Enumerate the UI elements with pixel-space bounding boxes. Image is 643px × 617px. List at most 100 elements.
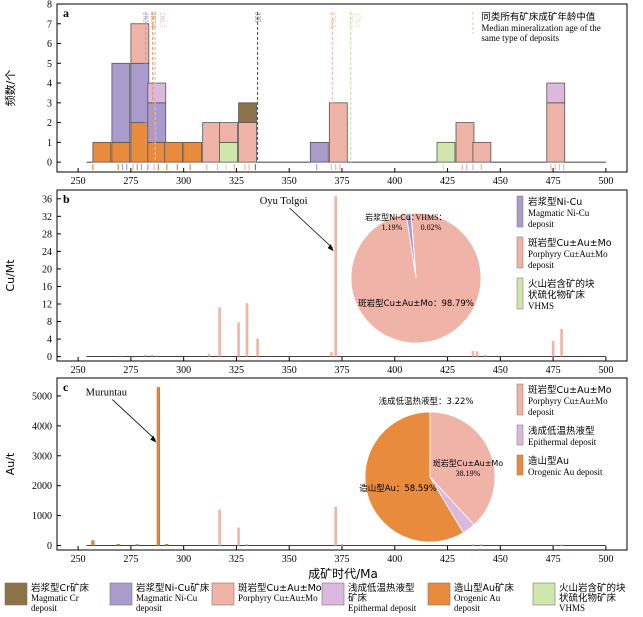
- y-tick-label: 4: [47, 79, 52, 90]
- y-tick-label: 16: [42, 282, 52, 293]
- tonnage-bar-porphyry: [334, 196, 337, 357]
- pie-label: 造山型Au：58.59%: [359, 483, 437, 494]
- y-tick-label: 2000: [32, 481, 52, 492]
- legend-text: Porphyry Cu±Au±Mo: [528, 249, 608, 259]
- tonnage-bar-magmatic_nicu: [119, 355, 122, 357]
- y-axis-label: Au/t: [4, 452, 17, 475]
- legend-text: 火山岩含矿的块: [528, 278, 595, 290]
- x-tick-label: 450: [493, 365, 508, 376]
- median-legend-en: Median mineralization age of the: [481, 23, 600, 33]
- x-tick-label: 375: [335, 554, 350, 565]
- pie-label: VHMS：: [415, 213, 446, 222]
- histogram-bar-porphyry: [219, 122, 238, 143]
- x-tick-label: 250: [71, 176, 86, 187]
- legend-text: 状硫化物矿床: [528, 289, 586, 301]
- x-tick-label: 450: [493, 554, 508, 565]
- legend-swatch-epithermal: [516, 424, 524, 446]
- median-label: 282: [142, 12, 150, 23]
- annotation-arrowhead: [327, 244, 334, 252]
- x-tick-label: 475: [546, 176, 561, 187]
- y-tick-label: 36: [42, 194, 52, 205]
- x-tick-label: 325: [229, 554, 244, 565]
- y-tick-label: 28: [42, 229, 52, 240]
- y-tick-label: 1000: [32, 511, 52, 522]
- y-tick-label: 8: [47, 317, 52, 328]
- tonnage-bar-porphyry: [560, 328, 563, 357]
- tonnage-bar-porphyry: [480, 544, 483, 546]
- tonnage-bar-porphyry: [551, 340, 555, 357]
- y-tick-label: 24: [42, 247, 52, 258]
- y-tick-label: 1: [47, 138, 52, 149]
- y-tick-label: 32: [42, 212, 52, 223]
- bottom-legend-text: 浅成低温热液型: [348, 582, 415, 594]
- x-tick-label: 500: [598, 554, 613, 565]
- tonnage-bar-porphyry: [207, 353, 211, 357]
- x-tick-label: 425: [440, 365, 455, 376]
- tonnage-bar-porphyry: [471, 350, 475, 357]
- pie-label: 0.02%: [421, 223, 442, 232]
- histogram-bar-orogenic: [111, 141, 131, 163]
- legend-swatch-magmatic_nicu: [516, 195, 524, 228]
- annotation-arrowhead: [150, 435, 157, 443]
- pie-label: 斑岩型Cu±Au±Mo: [433, 458, 504, 468]
- x-tick-label: 400: [387, 365, 402, 376]
- histogram-bar-epithermal: [546, 82, 566, 104]
- bottom-legend-text: Porphyry Cu±Au±Mo: [238, 593, 318, 603]
- histogram-bar-magmatic_nicu: [111, 62, 131, 143]
- median-legend-en: same type of deposits: [481, 33, 559, 43]
- bottom-legend-text: 斑岩型Cu±Au±Mo矿床: [238, 582, 341, 594]
- x-tick-label: 450: [493, 176, 508, 187]
- median-label: 370.4: [328, 12, 336, 28]
- histogram-bar-porphyry: [455, 122, 475, 163]
- legend-swatch-orogenic: [516, 454, 524, 476]
- panel-c: c 0 1000 2000 3000 4000 5000 250 275 300 325 350 375…: [4, 377, 628, 565]
- y-tick-label: 3000: [32, 451, 52, 462]
- annotation-arrow: [112, 399, 156, 440]
- pie-label: 1.19%: [382, 223, 403, 232]
- legend-swatch-vhms: [516, 277, 524, 310]
- pie-label: 斑岩型Cu±Au±Mo：98.79%: [358, 298, 474, 309]
- bottom-legend-swatch-porphyry: [211, 582, 235, 606]
- x-tick-label: 400: [387, 176, 402, 187]
- annotation-arrow: [289, 207, 333, 249]
- x-tick-label: 400: [387, 554, 402, 565]
- x-tick-label: 250: [71, 554, 86, 565]
- tonnage-bar-porphyry: [330, 352, 333, 357]
- median-legend-zh: 同类所有矿床成矿年龄中值: [481, 11, 596, 23]
- x-tick-label: 275: [123, 554, 138, 565]
- bottom-legend-text: deposit: [136, 603, 162, 613]
- x-tick-label: 425: [440, 176, 455, 187]
- histogram-bar-porphyry: [328, 102, 348, 163]
- y-tick-label: 5: [47, 59, 52, 70]
- tonnage-bar-magmatic_nicu: [154, 355, 158, 357]
- pie-slice-vhms: [410, 212, 417, 279]
- legend-text: Orogenic Au deposit: [528, 467, 603, 477]
- legend-text: Epithermal deposit: [528, 437, 597, 447]
- x-tick-label: 500: [598, 176, 613, 187]
- x-tick-label: 425: [440, 554, 455, 565]
- histogram-bar-porphyry: [130, 23, 150, 64]
- tonnage-bar-porphyry: [218, 509, 221, 546]
- legend-text: deposit: [528, 219, 554, 229]
- x-tick-label: 350: [282, 176, 297, 187]
- bottom-legend-swatch-magmatic_nicu: [109, 582, 133, 606]
- x-tick-label: 350: [282, 554, 297, 565]
- histogram-bar-magmatic_cr: [238, 102, 257, 123]
- tonnage-bar-porphyry: [256, 338, 259, 357]
- bottom-legend-text: Epithermal deposit: [348, 603, 417, 613]
- tonnage-bar-porphyry: [218, 307, 221, 357]
- tonnage-bar-porphyry: [245, 303, 249, 357]
- bottom-legend-text: 状硫化物矿床: [559, 592, 617, 604]
- tonnage-bar-orogenic: [91, 540, 95, 546]
- histogram-bar-magmatic_nicu: [309, 141, 329, 163]
- y-tick-label: 0: [47, 352, 52, 363]
- bottom-legend-text: Magmatic Ni-Cu: [136, 593, 198, 603]
- legend-text: 浅成低温热液型: [528, 425, 595, 437]
- median-label: 286.5: [158, 12, 166, 28]
- tonnage-bar-orogenic: [156, 387, 160, 546]
- y-axis-label: Cu/Mt: [4, 259, 17, 292]
- bottom-legend-text: 造山型Au矿床: [454, 582, 515, 594]
- histogram-bar-orogenic: [92, 141, 112, 163]
- legend-text: 造山型Au: [528, 455, 569, 467]
- y-tick-label: 0: [47, 158, 52, 169]
